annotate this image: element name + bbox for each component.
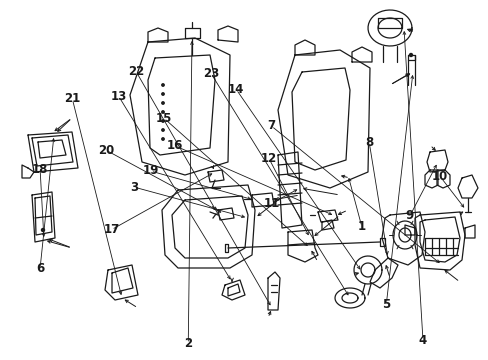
Text: 18: 18 xyxy=(32,163,48,176)
Circle shape xyxy=(162,129,164,131)
Circle shape xyxy=(162,138,164,140)
Text: 10: 10 xyxy=(431,170,447,183)
Text: 1: 1 xyxy=(357,220,365,233)
Text: 5: 5 xyxy=(382,298,389,311)
Text: 15: 15 xyxy=(155,112,172,125)
Circle shape xyxy=(41,229,44,231)
Circle shape xyxy=(162,93,164,95)
Text: 8: 8 xyxy=(365,136,372,149)
Text: 2: 2 xyxy=(184,337,192,350)
Text: 16: 16 xyxy=(166,139,183,152)
Text: 19: 19 xyxy=(142,165,159,177)
Circle shape xyxy=(162,111,164,113)
Text: 23: 23 xyxy=(203,67,219,80)
Circle shape xyxy=(162,84,164,86)
Text: 4: 4 xyxy=(418,334,426,347)
Text: 13: 13 xyxy=(110,90,127,103)
Circle shape xyxy=(162,102,164,104)
Text: 14: 14 xyxy=(227,83,244,96)
Text: 22: 22 xyxy=(127,65,144,78)
Text: 3: 3 xyxy=(130,181,138,194)
Circle shape xyxy=(408,54,412,57)
Text: 7: 7 xyxy=(267,120,275,132)
Text: 6: 6 xyxy=(36,262,44,275)
Text: 17: 17 xyxy=(103,223,120,236)
Text: 21: 21 xyxy=(64,93,81,105)
Text: 11: 11 xyxy=(263,197,279,210)
Circle shape xyxy=(162,120,164,122)
Text: 9: 9 xyxy=(405,210,413,222)
Text: 12: 12 xyxy=(260,152,277,165)
Text: 20: 20 xyxy=(98,144,115,157)
